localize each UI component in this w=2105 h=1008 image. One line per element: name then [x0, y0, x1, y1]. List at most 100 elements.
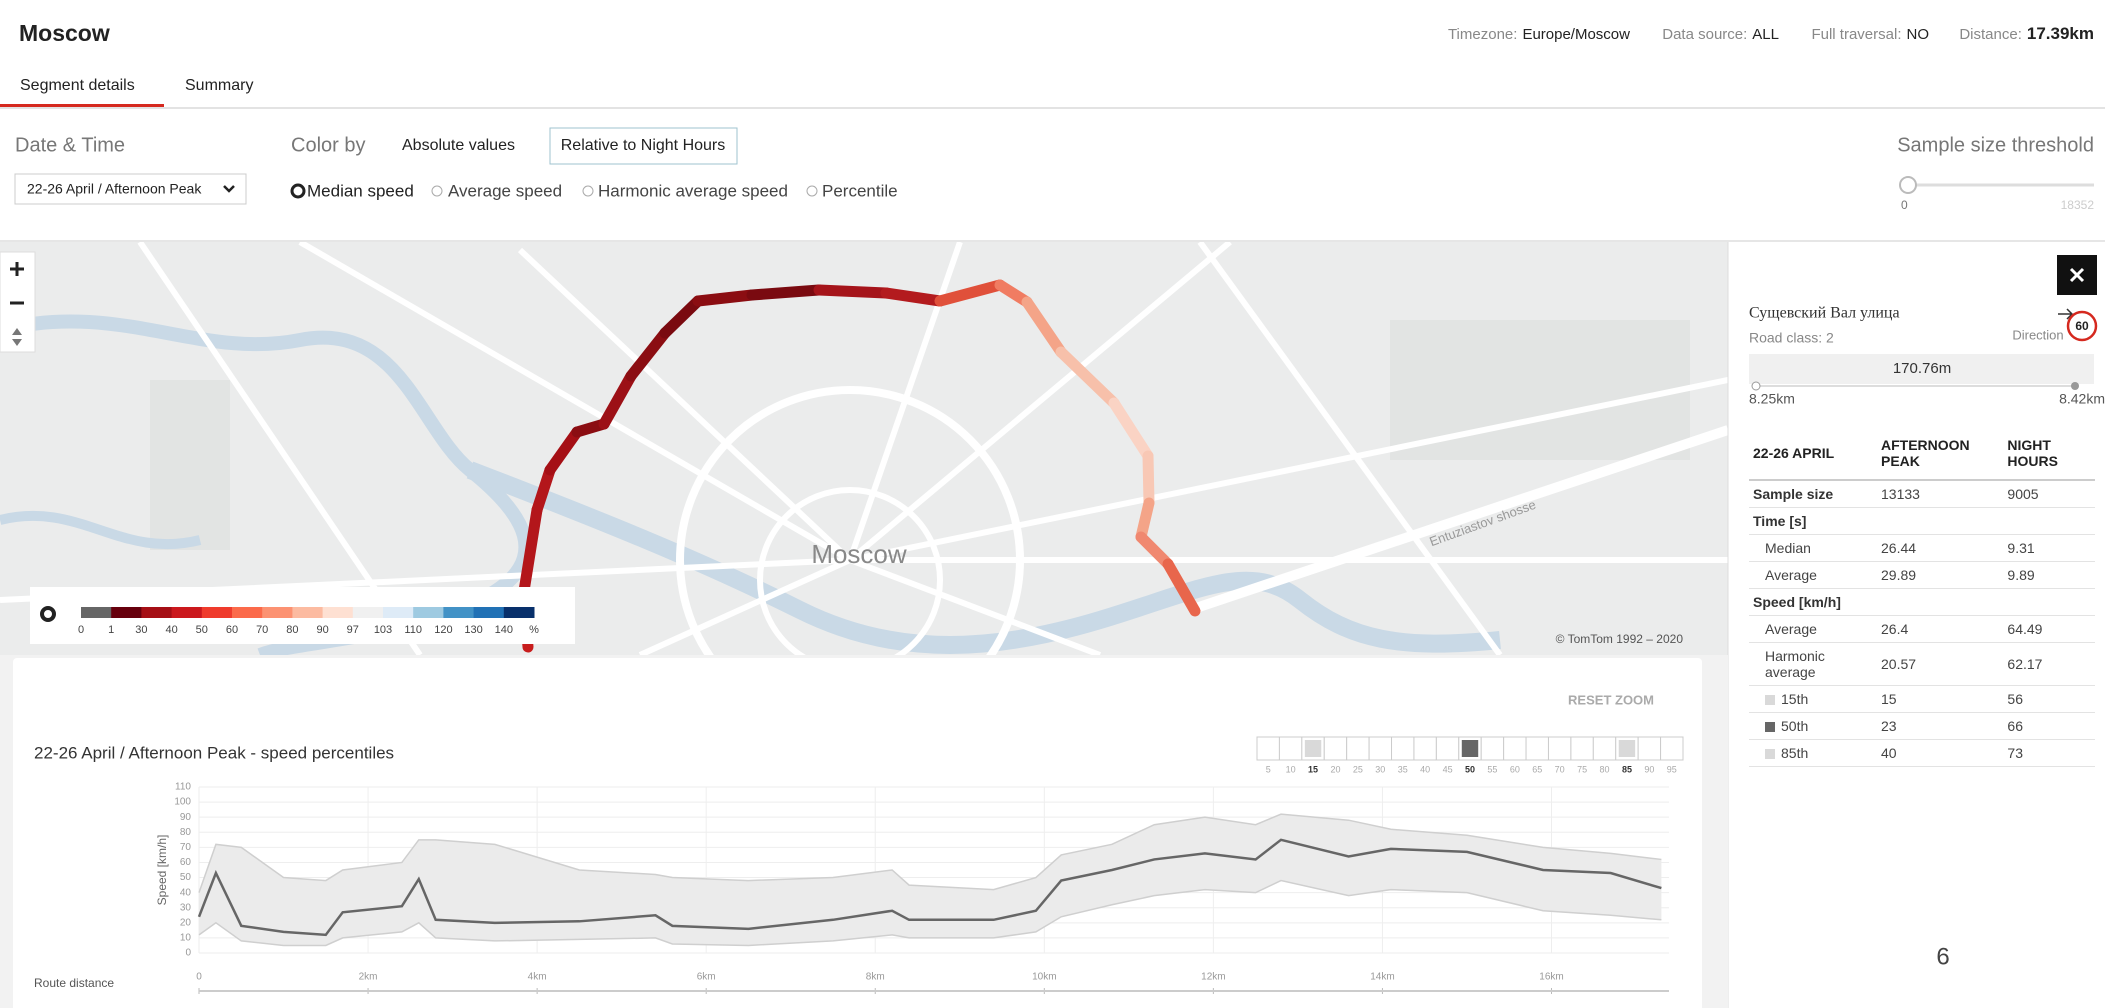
series-line [198, 879, 1662, 947]
info-label: Full traversal: [1811, 26, 1901, 43]
settings-icon[interactable] [40, 606, 56, 622]
direction-arrow[interactable] [2058, 308, 2074, 320]
metric-option[interactable]: Harmonic average speed [598, 181, 788, 200]
cell-text: 9.31 [2007, 540, 2035, 556]
percentile-label: 50 [1465, 764, 1475, 774]
percentile-box [1391, 736, 1415, 761]
cell-text: Sample size [1753, 486, 1834, 502]
header-cell: 22-26 APRIL [1749, 432, 1877, 481]
x-axis-label: Route distance [34, 976, 114, 990]
header-cell: NIGHT HOURS [2003, 432, 2095, 481]
legend-label: 0 [78, 624, 84, 636]
cell-text: 29.89 [1881, 567, 1917, 583]
color-mode-selected[interactable] [549, 127, 738, 165]
percentile-box [1660, 736, 1684, 761]
slider-knob[interactable] [1751, 381, 1761, 391]
header-info: Timezone: Europe/Moscow Data source: ALL Ful… [1448, 24, 2094, 43]
percentile-label: 40 [1420, 764, 1430, 774]
map[interactable]: Moscow Entuziastov shosse © TomTom 1992 … [0, 242, 1728, 730]
percentile-box [1570, 736, 1594, 761]
metric-option[interactable]: Percentile [822, 181, 898, 200]
y-tick-label: 100 [174, 797, 191, 808]
percentile-label: 55 [1487, 764, 1497, 774]
stats-cell: Average [1749, 561, 1877, 589]
stats-cell: 20.57 [1877, 642, 2004, 686]
chart: 0 10 20 30 40 50 60 70 80 90 100 110 0 2km 4km 6km 8km 10… [174, 782, 1669, 994]
percentile-box [1637, 736, 1662, 761]
percentile-selected [1461, 740, 1479, 757]
stats-row: Sample size 13133 9005 [1749, 480, 2095, 508]
stats-cell: 56 [2003, 685, 2095, 713]
legend-label: 97 [347, 624, 359, 636]
metric-option[interactable]: Average speed [448, 181, 562, 200]
road-name: Сущевский Вал улица [1749, 305, 1900, 322]
legend-label: 120 [434, 624, 452, 636]
x-tick-label: 6km [697, 972, 716, 983]
percentile-label: 75 [1577, 764, 1587, 774]
radio-selected[interactable] [290, 183, 306, 199]
legend-swatch [473, 607, 505, 618]
header-info-item: Full traversal: NO [1811, 26, 1929, 43]
stats-cell: 50th [1749, 712, 1877, 740]
legend-label: 80 [286, 624, 298, 636]
info-label: Data source: [1662, 26, 1747, 43]
stats-row: Harmonic average 20.57 62.17 [1749, 642, 2095, 686]
percentile-label: 95 [1667, 764, 1677, 774]
percentile-box [1525, 736, 1549, 761]
percentile-box [1592, 736, 1617, 761]
legend-label: % [529, 624, 539, 636]
road [757, 487, 943, 655]
header-cell: AFTERNOON PEAK [1877, 432, 2004, 481]
x-tick-label: 2km [359, 972, 378, 983]
table-header: 22-26 APRIL AFTERNOON PEAK NIGHT HOURS [1749, 432, 2095, 481]
stats-cell: 26.4 [1877, 615, 2004, 643]
slider-knob[interactable] [2071, 382, 2079, 390]
date-select[interactable] [14, 173, 247, 205]
cell-text: 9005 [2007, 486, 2039, 502]
cell-text: 73 [2007, 745, 2023, 761]
x-tick-label: 12km [1201, 972, 1225, 983]
stats-cell: 23 [1877, 712, 2004, 740]
radio[interactable] [582, 185, 594, 197]
segment-end: 8.42km [2059, 391, 2105, 407]
percentile-label: 80 [1600, 764, 1610, 774]
stats-row: Average 29.89 9.89 [1749, 561, 2095, 589]
radio[interactable] [431, 185, 443, 197]
page-number: 6 [1936, 943, 1949, 970]
slider-knob[interactable] [1899, 176, 1917, 194]
cell-text: 26.44 [1881, 540, 1917, 556]
y-tick-label: 50 [180, 872, 192, 883]
stats-row: Median 26.44 9.31 [1749, 534, 2095, 562]
direction-label: Direction [2012, 327, 2063, 342]
active-tab-underline [0, 104, 164, 108]
legend-swatch [503, 607, 535, 618]
color-mode[interactable]: Absolute values [402, 137, 515, 154]
tab[interactable]: Segment details [20, 77, 135, 94]
zoom-in[interactable] [10, 262, 24, 276]
legend-swatch [262, 607, 293, 618]
close-icon [2069, 267, 2085, 283]
cell-text: 64.49 [2007, 621, 2043, 637]
x-tick-label: 8km [866, 972, 885, 983]
section-row: Speed [km/h] [1749, 588, 2095, 616]
percentile-selected [1618, 740, 1636, 757]
legend-label: 60 [226, 624, 238, 636]
percentile-selected [1304, 740, 1322, 757]
tab[interactable]: Summary [185, 77, 253, 94]
legend-label: 30 [135, 624, 147, 636]
legend-swatch [111, 607, 142, 618]
compass[interactable] [12, 328, 22, 346]
swatch [1765, 695, 1775, 705]
threshold-max: 18352 [2061, 198, 2095, 212]
y-tick-label: 90 [180, 812, 192, 823]
radio[interactable] [806, 185, 818, 197]
legend-swatch [171, 607, 203, 618]
swatch [1765, 749, 1775, 759]
cell-text: 15th [1781, 691, 1809, 707]
color-mode[interactable]: Relative to Night Hours [561, 137, 726, 154]
legend: 0 1 30 40 50 60 70 80 90 97 103 110 120 130 140% [78, 607, 539, 636]
speed-limit-sign [2066, 310, 2098, 342]
metric-option[interactable]: Median speed [307, 181, 414, 200]
reset-zoom[interactable]: RESET ZOOM [1568, 692, 1654, 707]
percentile-label: 60 [1510, 764, 1520, 774]
